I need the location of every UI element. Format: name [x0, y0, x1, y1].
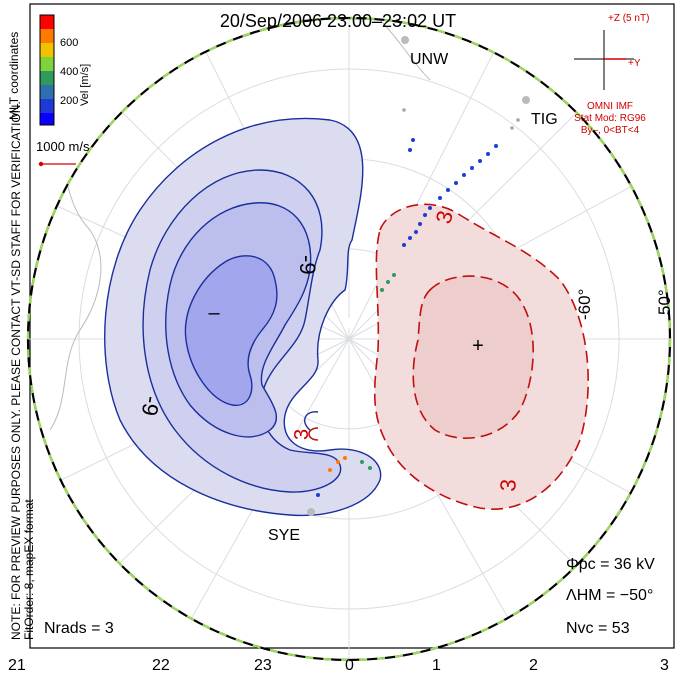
contour-positive-inner — [412, 275, 534, 439]
mlt-tick-3: 3 — [660, 657, 669, 674]
mlt-tick-1: 1 — [432, 657, 441, 674]
colorbar-tick-400: 400 — [60, 66, 78, 78]
label-pos-2: 3 — [495, 478, 521, 492]
max-marker: + — [472, 335, 484, 357]
station-unw-label: UNW — [410, 51, 449, 68]
stations: UNW TIG SYE — [268, 36, 558, 544]
colorbar-swatch-8 — [40, 113, 54, 125]
hm-boundary-dash — [26, 16, 672, 662]
mlt-tick-23: 23 — [254, 657, 272, 674]
pole-marker — [344, 318, 354, 328]
colorbar-label: Vel [m/s] — [79, 64, 91, 106]
stat-n-rads: Nrads = 3 — [44, 620, 114, 637]
reference-vector — [38, 161, 76, 167]
imf-condition: By–, 0<BT<4 — [581, 125, 640, 136]
station-tig-marker — [522, 96, 530, 104]
positive-potential-cell — [308, 203, 589, 510]
colorbar-swatch-5 — [40, 71, 54, 85]
coord-label: MLT coordinates — [7, 32, 21, 120]
page-title: 20/Sep/2006 23:00–23:02 UT — [220, 11, 456, 31]
colorbar-swatch-6 — [40, 85, 54, 99]
stat-n-vc: Nvc = 53 — [566, 620, 630, 637]
colorbar-tick-600: 600 — [60, 37, 78, 49]
colorbar-swatch-7 — [40, 99, 54, 113]
mlt-tick-22: 22 — [152, 657, 170, 674]
label-pos-3: 3 — [291, 429, 313, 440]
colorbar-swatch-3 — [40, 43, 54, 57]
mlt-tick-2: 2 — [529, 657, 538, 674]
preview-note: NOTE: FOR PREVIEW PURPOSES ONLY. PLEASE … — [9, 101, 23, 640]
contour-inner — [184, 255, 278, 406]
station-sye-marker — [307, 508, 315, 516]
label-neg-1: -9 — [295, 255, 320, 275]
station-tig-label: TIG — [531, 111, 558, 128]
stat-phi-pc: Φpc = 36 kV — [566, 556, 655, 573]
velocity-colorbar: 600 400 200 Vel [m/s] — [39, 14, 91, 126]
imf-right-label: +Y — [628, 58, 641, 69]
label-neg-2: -9 — [137, 394, 165, 418]
hook-contour — [304, 411, 319, 431]
colorbar-swatch-4 — [40, 57, 54, 71]
fit-note: FitOrder: 8, mapEX format — [22, 499, 36, 640]
imf-top-label: +Z (5 nT) — [608, 13, 649, 24]
mlt-tick-21: 21 — [8, 657, 26, 674]
mlt-tick-0: 0 — [345, 657, 354, 674]
colorbar-swatch-2 — [40, 29, 54, 43]
station-sye-label: SYE — [268, 527, 300, 544]
reference-vector-label: 1000 m/s — [36, 139, 90, 154]
min-marker: – — [208, 302, 220, 324]
lat-label-50: 50° — [655, 289, 674, 315]
velocity-vectors — [316, 108, 520, 497]
plot-frame — [29, 3, 675, 649]
stat-lambda-hm: ΛHM = −50° — [566, 587, 653, 604]
imf-source: OMNI IMF — [587, 101, 633, 112]
station-unw-marker — [401, 36, 409, 44]
colorbar-tick-200: 200 — [60, 95, 78, 107]
colorbar-swatch-1 — [40, 15, 54, 29]
contour-positive-small — [308, 427, 319, 441]
negative-potential-cell — [104, 117, 382, 517]
lat-label-60: -60° — [575, 289, 594, 320]
mlt-axis: 21 22 23 0 1 2 3 — [8, 657, 669, 674]
imf-clock: +Z (5 nT) +Y OMNI IMF Stat Mod: RG96 By–… — [574, 13, 649, 136]
imf-model: Stat Mod: RG96 — [574, 113, 646, 124]
